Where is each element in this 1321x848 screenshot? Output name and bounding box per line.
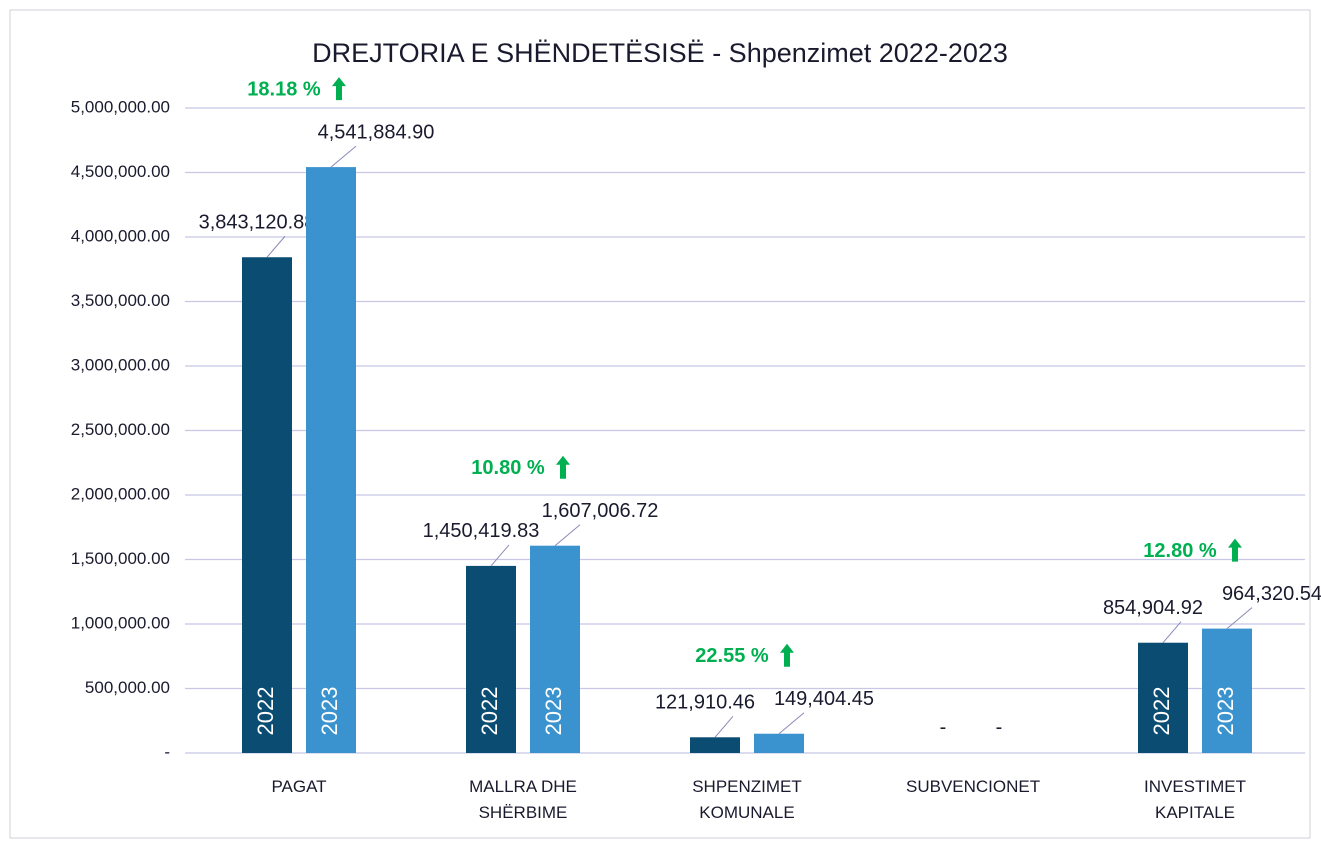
value-label: - (940, 716, 947, 738)
value-label: - (996, 716, 1003, 738)
y-tick-label: 3,000,000.00 (71, 355, 170, 374)
bar (1138, 642, 1188, 753)
y-tick-label: 4,500,000.00 (71, 162, 170, 181)
bar (466, 565, 516, 753)
y-tick-label: 2,500,000.00 (71, 420, 170, 439)
bar (754, 733, 804, 753)
chart-title: DREJTORIA E SHËNDETËSISË - Shpenzimet 20… (312, 38, 1008, 68)
up-arrow (556, 455, 570, 479)
change-annotation: 22.55 % (695, 645, 769, 667)
y-tick-label: 1,000,000.00 (71, 613, 170, 632)
y-tick-label: 5,000,000.00 (71, 97, 170, 116)
bar (690, 737, 740, 753)
value-label: 3,843,120.88 (199, 212, 316, 234)
value-label: 1,607,006.72 (542, 500, 659, 522)
up-arrow (1228, 538, 1242, 562)
y-tick-label: 500,000.00 (85, 678, 170, 697)
bar (242, 257, 292, 753)
y-tick-label: 1,500,000.00 (71, 549, 170, 568)
x-tick-label: MALLRA DHE SHËRBIME (469, 777, 577, 822)
bar-series-label: 2023 (1213, 687, 1238, 736)
value-label: 854,904.92 (1103, 597, 1203, 619)
bar-series-label: 2023 (541, 687, 566, 736)
x-tick-label: INVESTIMET KAPITALE (1143, 777, 1246, 822)
value-label: 964,320.54 (1222, 583, 1321, 605)
y-tick-label: 2,000,000.00 (71, 484, 170, 503)
change-annotation: 12.80 % (1143, 540, 1217, 562)
leader-line (266, 235, 286, 258)
value-label: 4,541,884.90 (318, 121, 435, 143)
up-arrow (332, 77, 346, 101)
y-tick-label: 4,000,000.00 (71, 226, 170, 245)
change-annotation: 18.18 % (247, 78, 321, 100)
value-label: 121,910.46 (655, 692, 755, 714)
frame (9, 9, 1311, 839)
leader-line (330, 145, 357, 168)
bar-series-label: 2023 (317, 687, 342, 736)
leader-line (554, 524, 581, 547)
leader-line (778, 712, 805, 735)
x-tick-label: PAGAT (271, 777, 327, 796)
leader-line (1226, 607, 1253, 629)
change-annotation: 10.80 % (471, 457, 545, 479)
bar-series-label: 2022 (253, 687, 278, 736)
up-arrow (780, 643, 794, 667)
value-label: 1,450,419.83 (423, 520, 540, 542)
bar (306, 167, 356, 753)
leader-line (714, 715, 734, 738)
x-tick-label: SUBVENCIONET (906, 777, 1041, 796)
bar (1202, 628, 1252, 753)
y-tick-label: - (164, 742, 170, 761)
leader-line (1162, 621, 1182, 644)
y-tick-label: 3,500,000.00 (71, 291, 170, 310)
leader-line (490, 544, 510, 567)
value-label: 149,404.45 (774, 688, 874, 710)
bar (530, 545, 580, 753)
x-tick-label: SHPENZIMET KOMUNALE (692, 777, 802, 822)
bar-series-label: 2022 (1149, 687, 1174, 736)
bar-series-label: 2022 (477, 687, 502, 736)
